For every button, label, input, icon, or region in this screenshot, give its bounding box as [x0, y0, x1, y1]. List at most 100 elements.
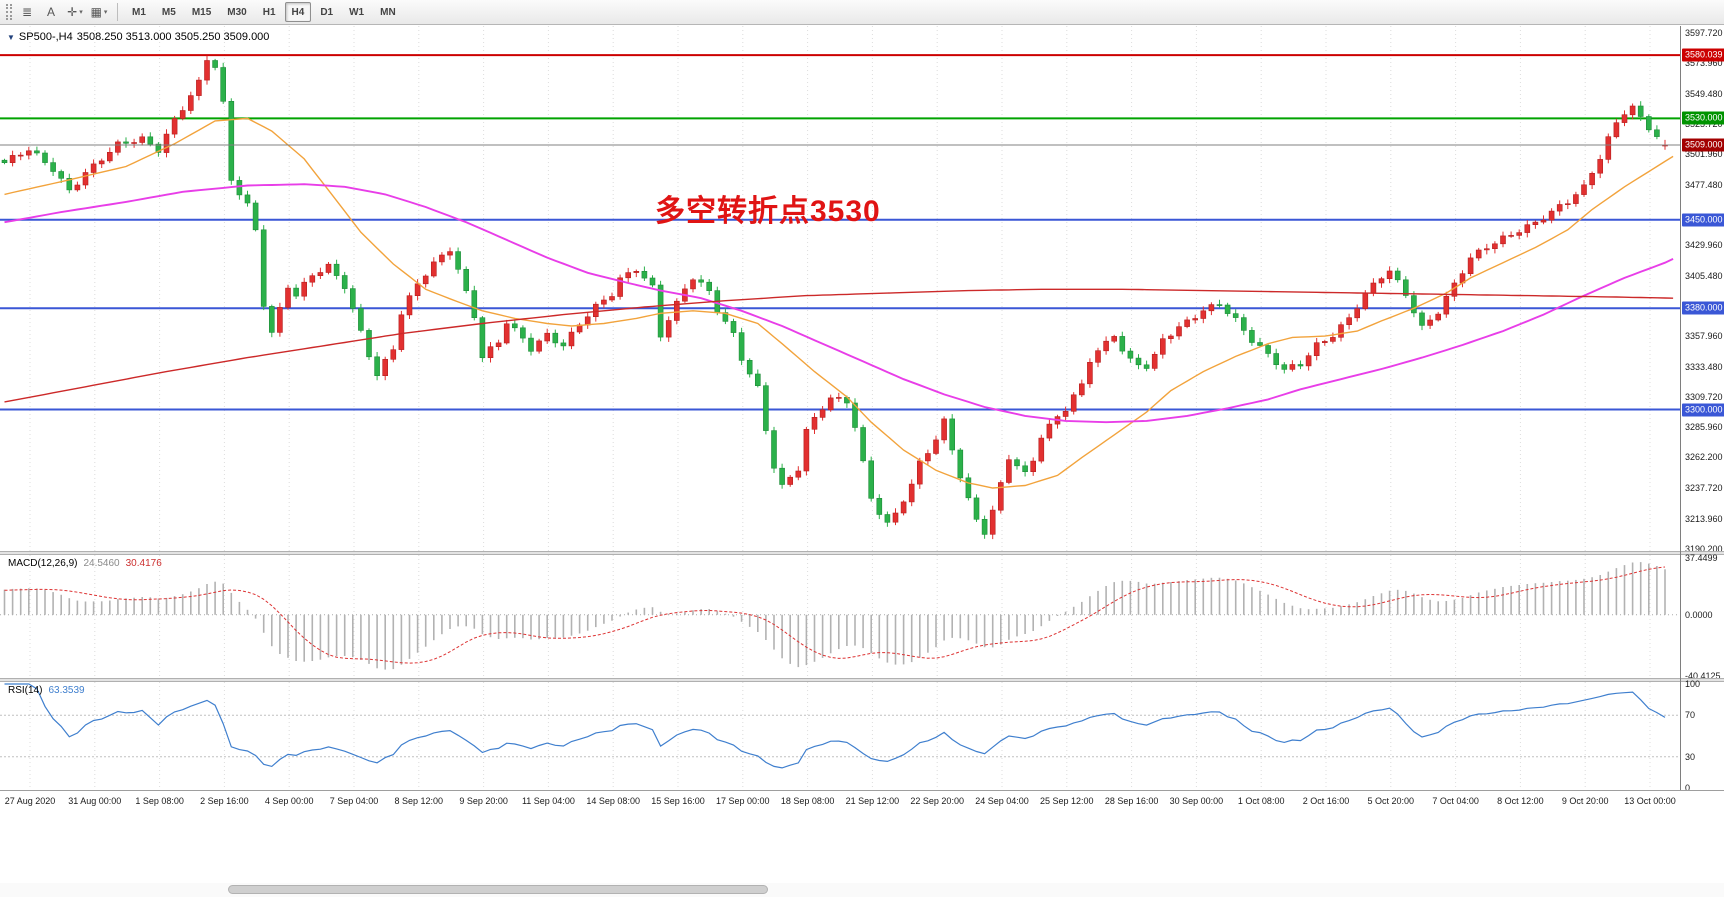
rsi-chart[interactable]: [0, 682, 1680, 790]
crosshair-tool-button[interactable]: ✛ ▾: [64, 2, 86, 22]
time-axis-label: 18 Sep 08:00: [780, 796, 835, 806]
time-axis-label: 4 Sep 00:00: [264, 796, 314, 806]
macd-title: MACD(12,26,9): [8, 558, 78, 569]
dropdown-caret-icon: ▾: [103, 9, 108, 16]
crosshair-tool-icon: ✛: [67, 5, 78, 19]
price-axis-label: 3405.480: [1685, 271, 1723, 281]
price-axis-label: 3190.200: [1685, 543, 1723, 554]
ohlc-values: 3508.250 3513.000 3505.250 3509.000: [76, 31, 270, 43]
price-level-badge: 3300.000: [1682, 403, 1724, 416]
time-axis-label: 7 Oct 04:00: [1432, 796, 1479, 806]
rsi-title: RSI(14): [8, 685, 43, 696]
price-axis-label: 3501.960: [1685, 148, 1723, 159]
chart-list-icon: ≣: [21, 5, 33, 19]
rsi-axis-label: 70: [1685, 710, 1696, 721]
time-axis-label: 1 Sep 08:00: [135, 796, 184, 806]
ma-fast-line: [4, 117, 1674, 489]
toolbar-separator: [117, 3, 118, 21]
main-chart-panel: ▼ SP500-,H4 3508.250 3513.000 3505.250 3…: [0, 26, 1724, 554]
candles: [1, 55, 1668, 540]
time-axis-label: 5 Oct 20:00: [1367, 796, 1415, 806]
time-axis-label: 27 Aug 2020: [4, 796, 56, 806]
time-axis-label: 1 Oct 08:00: [1237, 796, 1285, 806]
price-level-badge: 3530.000: [1682, 111, 1724, 125]
chart-expander-icon[interactable]: ▼: [7, 32, 15, 42]
price-level-badge: 3380.000: [1682, 301, 1724, 315]
toolbar-grip[interactable]: [6, 4, 12, 20]
macd-panel: MACD(12,26,9) 24.5460 30.4176 37.4499 0.0…: [0, 553, 1724, 681]
rsi-panel: RSI(14) 63.3539 100 70 30 0: [0, 679, 1724, 793]
price-level-badge: 3450.000: [1682, 213, 1724, 227]
macd-axis-label: 0.0000: [1685, 609, 1713, 620]
dropdown-caret-icon: ▾: [79, 9, 83, 16]
timeframe-button-m1[interactable]: M1: [132, 6, 146, 18]
text-tool-icon: A: [46, 5, 55, 19]
horizontal-scrollbar: [0, 883, 1724, 897]
timeframe-button-h4[interactable]: H4: [284, 2, 312, 22]
price-axis-label: 3285.960: [1685, 422, 1723, 433]
time-axis-label: 30 Sep 00:00: [1169, 796, 1224, 806]
price-axis-label: 3309.720: [1685, 392, 1723, 403]
toolbar-left-buttons: ≣ A ✛ ▾ ▦ ▾: [15, 2, 111, 22]
top-toolbar: ≣ A ✛ ▾ ▦ ▾ M1 M5 M15 M30 H1 H4 D1 W1 MN: [0, 0, 1724, 25]
timeframe-button-m30[interactable]: M30: [227, 6, 247, 18]
macd-axis[interactable]: 37.4499 0.0000 -40.4125: [1681, 553, 1724, 681]
time-axis-label: 22 Sep 20:00: [910, 796, 964, 806]
macd-label: MACD(12,26,9) 24.5460 30.4176: [8, 558, 162, 569]
macd-chart[interactable]: [0, 555, 1680, 678]
panel-splitter[interactable]: [0, 678, 1724, 682]
price-axis-label: 3429.960: [1685, 240, 1723, 250]
price-axis-label: 3597.720: [1685, 27, 1723, 38]
time-axis-label: 14 Sep 08:00: [586, 796, 640, 806]
symbol-ohlc-line: ▼ SP500-,H4 3508.250 3513.000 3505.250 3…: [7, 31, 269, 43]
time-axis-label: 31 Aug 00:00: [68, 796, 122, 806]
timeframe-button-w1[interactable]: W1: [349, 6, 365, 18]
time-axis-label: 21 Sep 12:00: [845, 796, 900, 806]
price-axis[interactable]: 3597.7203573.9603549.4803525.7203501.960…: [1681, 26, 1724, 554]
time-axis-label: 2 Sep 16:00: [200, 796, 249, 806]
macd-axis-label: -40.4125: [1685, 670, 1721, 681]
time-axis-label: 17 Sep 00:00: [716, 796, 770, 806]
macd-histogram: [3, 562, 1666, 670]
chart-list-button[interactable]: ≣: [16, 2, 38, 22]
timeframe-button-mn[interactable]: MN: [380, 6, 396, 18]
price-axis-label: 3213.960: [1685, 513, 1723, 524]
scrollbar-thumb[interactable]: [228, 885, 768, 894]
candlestick-chart[interactable]: [0, 26, 1680, 551]
time-axis-label: 24 Sep 04:00: [975, 796, 1029, 806]
timeframe-button-m5[interactable]: M5: [161, 6, 176, 18]
time-axis-label: 9 Sep 20:00: [459, 796, 508, 806]
time-axis-label: 7 Sep 04:00: [329, 796, 379, 806]
panel-splitter[interactable]: [0, 551, 1724, 555]
price-axis-label: 3477.480: [1685, 179, 1723, 190]
rsi-label: RSI(14) 63.3539: [8, 685, 85, 696]
time-axis-label: 11 Sep 04:00: [521, 796, 575, 806]
timeframe-button-m15[interactable]: M15: [191, 6, 212, 18]
time-axis-label: 2 Oct 16:00: [1302, 796, 1350, 806]
rsi-axis[interactable]: 100 70 30 0: [1681, 679, 1724, 793]
macd-main-value: 24.5460: [83, 558, 120, 569]
time-axis-label: 13 Oct 00:00: [1624, 796, 1676, 806]
ma-slow-line: [4, 288, 1674, 403]
price-axis-label: 3549.480: [1685, 88, 1723, 99]
templates-tool-button[interactable]: ▦ ▾: [88, 2, 110, 22]
rsi-line: [4, 683, 1666, 769]
timeframe-button-d1[interactable]: D1: [320, 6, 334, 18]
price-axis-label: 3357.960: [1685, 331, 1723, 342]
macd-signal-value: 30.4176: [125, 558, 162, 569]
rsi-axis-label: 100: [1685, 679, 1701, 689]
rsi-axis-label: 0: [1685, 783, 1691, 793]
timeframe-group: M1 M5 M15 M30 H1 H4 D1 W1 MN: [124, 2, 404, 22]
price-axis-label: 3237.720: [1685, 483, 1723, 494]
rsi-value: 63.3539: [48, 685, 85, 696]
price-axis-label: 3573.960: [1685, 57, 1723, 68]
macd-axis-label: 37.4499: [1685, 553, 1718, 564]
rsi-axis-label: 30: [1685, 751, 1696, 762]
timeframe-button-h1[interactable]: H1: [262, 6, 276, 18]
time-axis-label: 8 Sep 12:00: [394, 796, 444, 806]
time-axis[interactable]: 27 Aug 2020 31 Aug 00:00 1 Sep 08:00 2 Sep …: [0, 790, 1724, 812]
text-tool-button[interactable]: A: [40, 2, 62, 22]
chart-annotation-text: 多空转折点3530: [655, 195, 881, 228]
price-level-badge: 3580.039: [1682, 48, 1724, 62]
time-axis-label: 25 Sep 12:00: [1040, 796, 1094, 806]
